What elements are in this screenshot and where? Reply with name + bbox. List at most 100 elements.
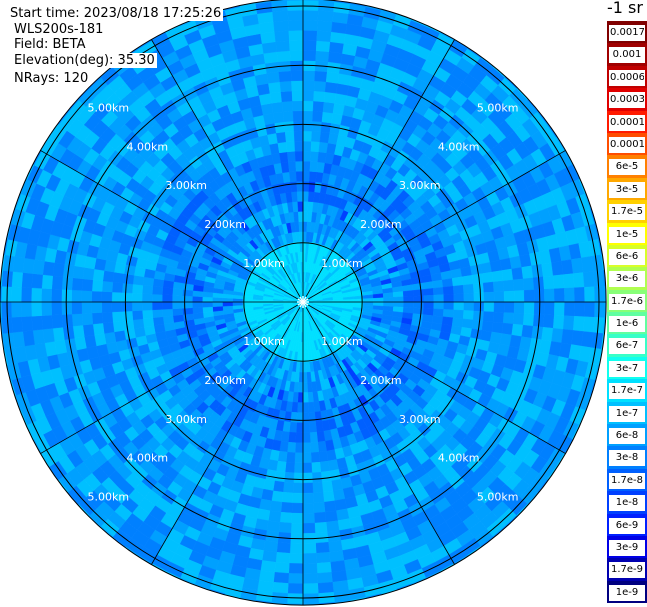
radar-cell bbox=[182, 301, 193, 309]
radar-cell bbox=[288, 161, 297, 173]
radar-cell bbox=[192, 301, 203, 309]
radar-cell bbox=[268, 81, 282, 94]
colorbar-swatch: 0.00017 bbox=[607, 110, 647, 133]
radar-cell bbox=[312, 481, 324, 494]
radar-cell bbox=[512, 278, 525, 292]
radar-cell bbox=[302, 362, 307, 373]
radar-cell bbox=[11, 271, 23, 288]
radar-cell bbox=[317, 10, 334, 22]
radar-cell bbox=[131, 301, 143, 312]
radar-cell bbox=[274, 121, 286, 134]
radar-cell bbox=[92, 322, 105, 336]
radar-cell bbox=[10, 301, 22, 318]
radar-cell bbox=[308, 401, 315, 413]
radar-cell bbox=[302, 392, 309, 403]
radar-cell bbox=[442, 285, 454, 295]
radar-cell bbox=[453, 301, 465, 311]
radar-cell bbox=[511, 323, 524, 337]
radar-cell bbox=[317, 572, 333, 584]
radar-cell bbox=[315, 541, 330, 554]
range-ring-label: 2.00km bbox=[360, 374, 402, 387]
radar-cell bbox=[302, 140, 312, 152]
radar-cell bbox=[21, 301, 32, 317]
radar-cell bbox=[291, 80, 304, 92]
radar-cell bbox=[422, 288, 434, 296]
colorbar-tick-label: 3e-8 bbox=[609, 450, 645, 467]
radar-cell bbox=[112, 271, 125, 284]
radar-cell bbox=[402, 290, 414, 297]
radar-cell bbox=[261, 41, 277, 54]
radar-cell bbox=[313, 511, 327, 524]
radar-cell bbox=[433, 294, 445, 303]
radar-cell bbox=[141, 284, 154, 295]
radar-cell bbox=[212, 297, 223, 303]
radar-cell bbox=[72, 324, 85, 339]
radar-cell bbox=[470, 264, 483, 276]
radar-cell bbox=[302, 130, 313, 142]
radar-cell bbox=[541, 262, 554, 277]
radar-cell bbox=[51, 314, 64, 329]
radar-cell bbox=[298, 382, 304, 393]
radar-cell bbox=[320, 121, 332, 134]
colorbar-swatch: 6e-5 bbox=[607, 155, 647, 178]
range-ring-label: 4.00km bbox=[126, 452, 168, 465]
radar-cell bbox=[294, 221, 300, 233]
radar-cell bbox=[111, 311, 124, 323]
radar-cell bbox=[313, 90, 326, 103]
radar-cell bbox=[263, 51, 278, 64]
radar-cell bbox=[286, 441, 296, 453]
colorbar-tick-label: 1.7e-5 bbox=[609, 204, 645, 221]
radar-cell bbox=[81, 312, 94, 326]
radar-cell bbox=[472, 310, 485, 322]
range-ring-label: 1.00km bbox=[243, 257, 285, 270]
radar-cell bbox=[0, 285, 12, 303]
radar-cell bbox=[317, 440, 327, 453]
radar-cell bbox=[302, 90, 315, 102]
radar-cell bbox=[302, 30, 318, 41]
radar-cell bbox=[302, 191, 310, 202]
radar-cell bbox=[296, 191, 304, 202]
radar-cell bbox=[52, 262, 65, 277]
radar-cell bbox=[132, 318, 145, 329]
colorbar-tick-label: 3e-9 bbox=[609, 539, 645, 556]
radar-cell bbox=[443, 293, 455, 303]
radar-cell bbox=[483, 301, 495, 313]
radar-cell bbox=[278, 521, 292, 534]
radar-cell bbox=[276, 131, 287, 144]
radar-cell bbox=[413, 301, 424, 309]
radar-cell bbox=[302, 0, 320, 11]
radar-cell bbox=[513, 290, 525, 303]
radar-cell bbox=[302, 150, 312, 162]
radar-cell bbox=[302, 9, 319, 21]
colorbar-swatch: 0.0017 bbox=[607, 21, 647, 44]
radar-cell bbox=[573, 316, 585, 332]
radar-cell bbox=[298, 211, 304, 222]
radar-cell bbox=[32, 329, 45, 345]
radar-cell bbox=[297, 392, 304, 403]
radar-cell bbox=[292, 492, 304, 504]
radar-cell bbox=[182, 295, 193, 303]
radar-cell bbox=[309, 161, 318, 173]
radar-cell bbox=[269, 91, 283, 104]
radar-cell bbox=[279, 151, 289, 164]
radar-cell bbox=[295, 160, 304, 172]
radar-cell bbox=[161, 301, 173, 310]
colorbar-swatch: 3e-6 bbox=[607, 267, 647, 290]
radar-cell bbox=[308, 411, 316, 423]
radar-cell bbox=[222, 305, 234, 311]
radar-cell bbox=[91, 312, 104, 325]
radar-cell bbox=[511, 267, 524, 281]
radar-cell bbox=[288, 20, 304, 31]
radar-cell bbox=[501, 268, 514, 282]
radar-cell bbox=[320, 470, 332, 483]
radar-cell bbox=[31, 301, 42, 317]
radar-cell bbox=[292, 110, 304, 122]
radar-cell bbox=[403, 295, 414, 303]
colorbar-swatch: 1.7e-8 bbox=[607, 468, 647, 492]
radar-cell bbox=[152, 285, 164, 295]
radar-cell bbox=[266, 71, 281, 84]
radar-cell bbox=[302, 402, 310, 413]
colorbar-tick-label: 6e-9 bbox=[609, 517, 645, 534]
radar-cell bbox=[323, 500, 337, 513]
radar-cell bbox=[403, 301, 414, 309]
